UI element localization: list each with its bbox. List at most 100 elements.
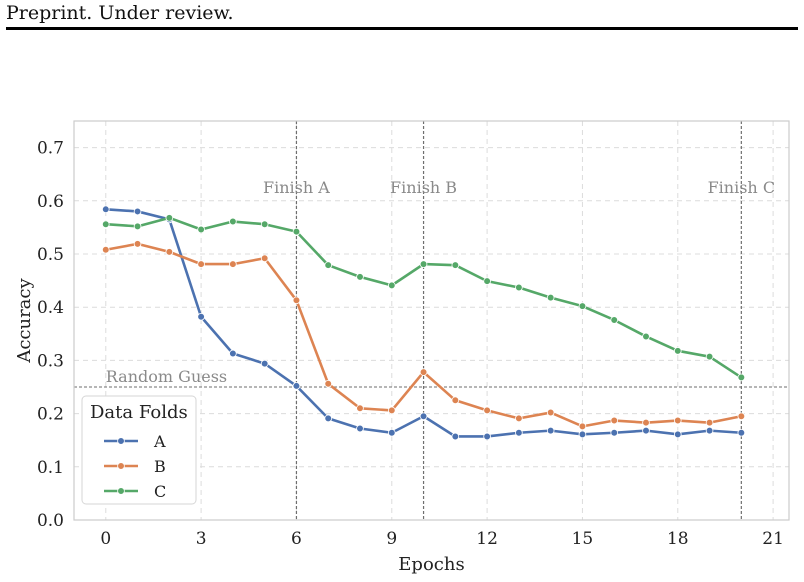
data-point-b (165, 248, 174, 256)
x-axis-label: Epochs (398, 554, 464, 575)
data-point-c (483, 277, 491, 285)
plot-frame (73, 120, 790, 521)
data-point-c (673, 347, 682, 355)
data-point-c (610, 316, 619, 324)
y-tick-label: 0.4 (37, 298, 64, 318)
legend-box (81, 395, 197, 505)
data-point-a (737, 428, 746, 437)
header-rule (6, 27, 798, 30)
finish-label: Finish C (708, 178, 775, 197)
y-tick-label: 0.7 (37, 139, 64, 159)
data-point-a (324, 414, 333, 423)
legend-label-c: C (154, 482, 166, 501)
data-point-c (356, 273, 364, 281)
data-point-a (515, 428, 523, 437)
data-point-c (133, 222, 142, 231)
y-tick-label: 0.5 (37, 245, 64, 265)
data-point-a (673, 430, 682, 439)
legend-label-a: A (153, 432, 166, 451)
data-point-a (197, 312, 205, 321)
x-tick-label: 9 (386, 529, 397, 549)
data-point-c (101, 220, 110, 229)
x-tick-label: 3 (196, 529, 207, 549)
x-tick-label: 21 (762, 529, 784, 549)
data-point-b (229, 260, 237, 268)
data-point-b (197, 260, 205, 268)
x-tick-label: 12 (476, 529, 498, 549)
data-point-c (705, 352, 714, 361)
data-point-b (737, 412, 746, 421)
data-point-a (260, 359, 269, 368)
axis-layer: 0 3 6 9 12 15 18 21 0.0 0.1 0.2 0.3 0.4 0.5 0.6 0.7 Epoc… (14, 120, 790, 575)
data-point-b (387, 406, 396, 415)
legend-marker-a (117, 437, 125, 445)
data-point-c (387, 281, 396, 290)
random-guess-label: Random Guess (106, 367, 227, 386)
data-point-c (419, 260, 428, 268)
x-tick-label: 0 (100, 529, 111, 549)
data-point-b (356, 404, 364, 413)
data-point-a (483, 432, 491, 441)
data-point-b (260, 254, 269, 263)
data-point-a (229, 349, 237, 358)
data-point-b (451, 396, 460, 405)
data-point-a (356, 424, 364, 433)
data-point-c (197, 225, 205, 234)
data-point-a (101, 205, 110, 214)
y-tick-label: 0.3 (37, 351, 64, 371)
data-point-c (578, 302, 587, 310)
data-point-b (419, 368, 428, 376)
grid-layer (74, 121, 789, 521)
data-point-b (133, 240, 142, 248)
data-point-c (451, 261, 460, 269)
data-point-b (610, 416, 619, 425)
x-tick-label: 18 (667, 529, 689, 549)
data-point-a (546, 426, 555, 435)
data-point-b (578, 422, 587, 431)
data-point-c (515, 283, 523, 292)
legend: Data Folds ABC (81, 395, 197, 505)
data-point-b (101, 245, 110, 254)
data-point-b (324, 380, 333, 388)
data-point-c (737, 373, 746, 382)
page-header: Preprint. Under review. (6, 2, 234, 24)
data-point-b (673, 416, 682, 425)
data-point-c (165, 214, 174, 222)
data-point-b (483, 406, 491, 415)
legend-marker-b (117, 462, 125, 470)
data-point-a (642, 426, 650, 435)
data-point-b (515, 414, 523, 423)
data-point-a (292, 382, 301, 390)
data-point-c (292, 227, 301, 236)
data-point-b (642, 418, 650, 427)
y-tick-label: 0.6 (37, 192, 64, 212)
data-point-a (133, 207, 142, 216)
data-point-b (292, 296, 301, 305)
y-tick-label: 0.1 (37, 458, 64, 478)
legend-title: Data Folds (90, 402, 188, 423)
data-point-c (642, 332, 650, 341)
data-point-c (324, 261, 333, 269)
y-axis-label: Accuracy (14, 278, 35, 364)
data-point-a (610, 428, 619, 437)
finish-label: Finish B (390, 178, 457, 197)
series-layer (101, 205, 746, 441)
data-point-a (578, 430, 587, 439)
data-point-c (546, 293, 555, 302)
data-point-b (705, 418, 714, 427)
finish-label: Finish A (263, 178, 330, 197)
data-point-a (705, 426, 714, 435)
data-point-b (546, 408, 555, 417)
data-point-a (419, 412, 428, 421)
legend-marker-c (117, 487, 125, 495)
x-tick-label: 15 (572, 529, 594, 549)
y-tick-label: 0.0 (37, 511, 64, 531)
data-point-a (387, 428, 396, 437)
x-tick-label: 6 (291, 529, 302, 549)
data-point-a (451, 432, 460, 441)
data-point-c (260, 220, 269, 229)
legend-label-b: B (154, 457, 166, 476)
y-tick-label: 0.2 (37, 405, 64, 425)
reference-lines: Random Guess Finish A Finish B Finish C (74, 121, 789, 520)
